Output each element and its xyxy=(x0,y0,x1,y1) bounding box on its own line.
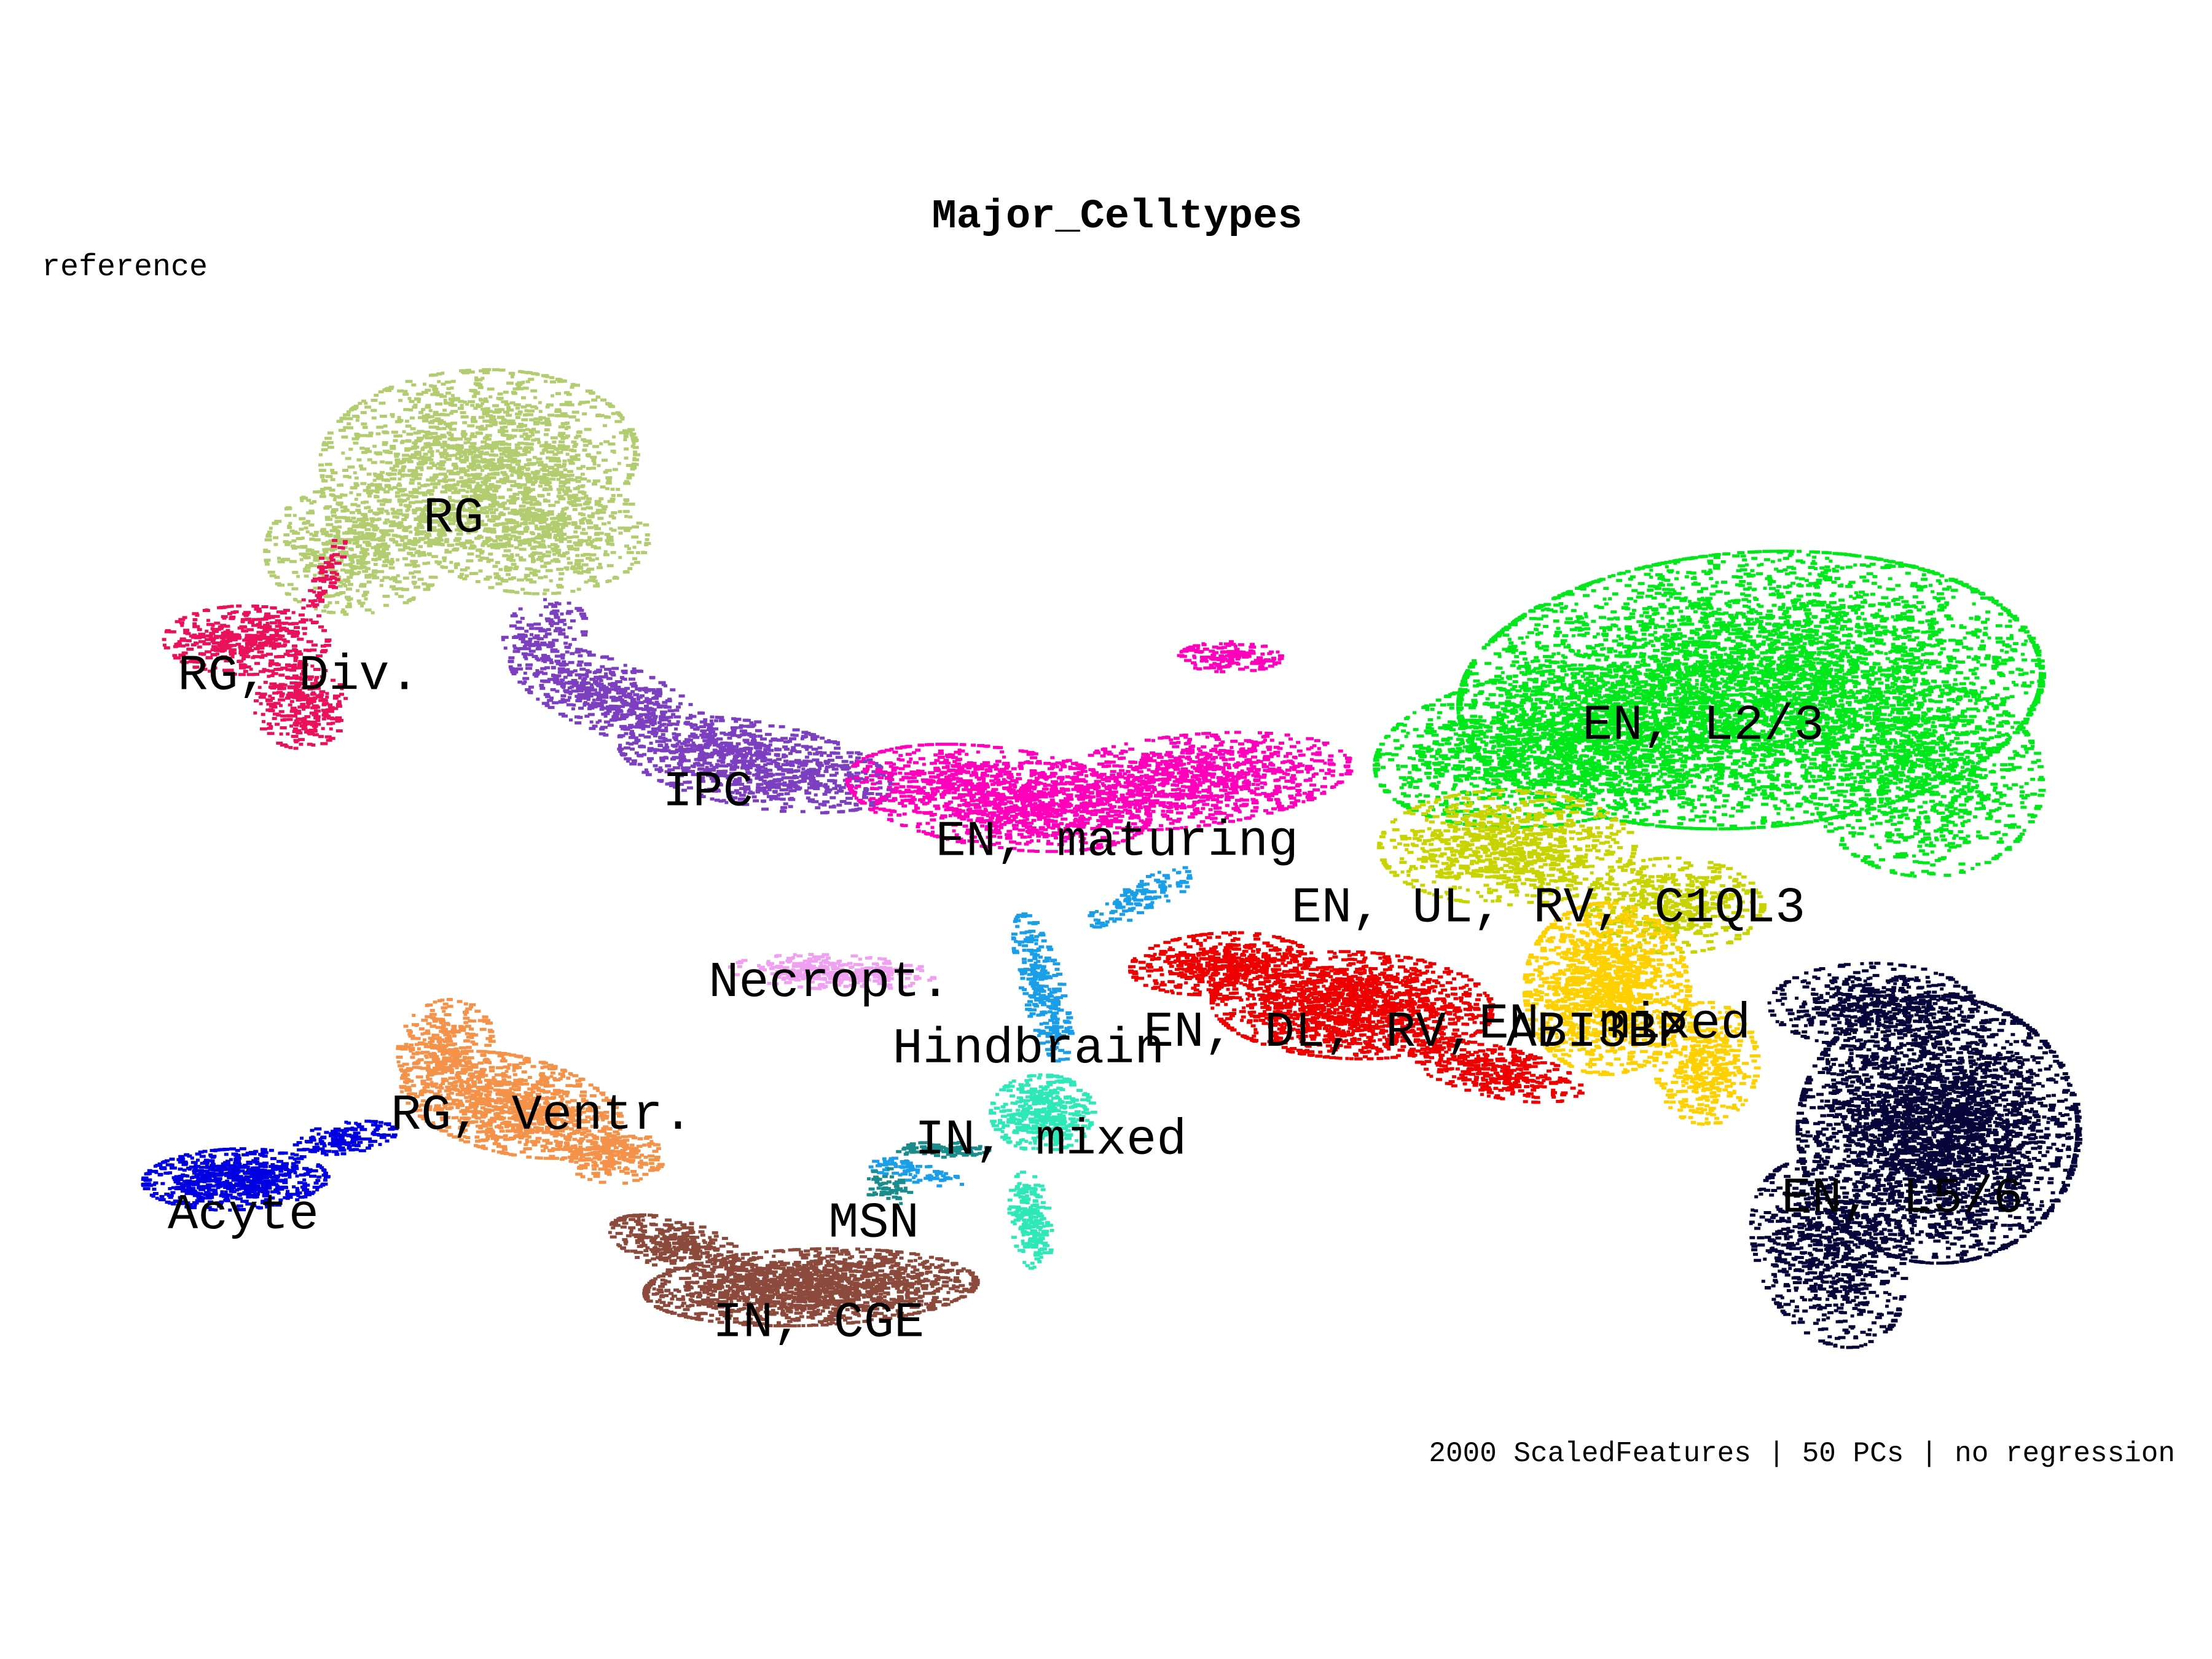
cluster-points-rg xyxy=(263,368,651,616)
cluster-label-necropt: Necropt. xyxy=(708,954,951,1011)
cluster-marks-en-dl-rv-abi3bp xyxy=(1128,931,1585,1104)
cluster-label-en-mixed: EN, mixed xyxy=(1479,996,1751,1053)
cluster-marks-en-maturing xyxy=(845,640,1354,853)
cluster-points-acyte xyxy=(141,1120,399,1212)
cluster-label-in-mixed: IN, mixed xyxy=(915,1112,1187,1169)
cluster-label-ipc: IPC xyxy=(662,764,753,821)
cluster-label-en-l2-3: EN, L2/3 xyxy=(1582,697,1824,755)
cluster-label-msn: MSN xyxy=(828,1195,919,1252)
cluster-marks-en-l2-3 xyxy=(1373,549,2046,878)
cluster-marks-necropt xyxy=(728,952,937,990)
cluster-marks-ipc xyxy=(501,598,895,815)
cluster-marks-in-cge xyxy=(608,1213,980,1328)
cluster-marks-msn xyxy=(866,1140,992,1206)
cluster-points-msn xyxy=(866,1140,992,1206)
cluster-points-ipc xyxy=(501,598,895,815)
cluster-points-en-maturing xyxy=(845,640,1354,853)
cluster-points-in-mixed xyxy=(989,1073,1097,1270)
cluster-label-acyte: Acyte xyxy=(168,1186,319,1244)
cluster-label-en-l5-6: EN, L5/6 xyxy=(1781,1170,2023,1227)
cluster-marks-en-mixed xyxy=(1522,901,1761,1126)
cluster-marks-rg-ventr xyxy=(396,998,665,1185)
labels-layer: RG RG, Div. IPC EN, maturing EN, L2/3 EN, UL,… xyxy=(168,490,2023,1352)
points-layer xyxy=(141,368,2083,1349)
cluster-label-in-cge: IN, CGE xyxy=(713,1295,924,1352)
cluster-points-hindbrain xyxy=(868,866,1193,1188)
plot-caption: 2000 ScaledFeatures | 50 PCs | no regres… xyxy=(1429,1438,2175,1470)
cluster-marks-in-mixed xyxy=(989,1073,1097,1270)
cluster-marks-en-l5-6 xyxy=(1749,962,2083,1349)
cluster-points-en-ul-rv-c1ql3 xyxy=(1377,788,1767,955)
plot-subtitle: reference xyxy=(42,250,208,285)
cluster-points-necropt xyxy=(728,952,937,990)
plot-title: Major_Celltypes xyxy=(931,194,1302,240)
cluster-points-rg-div xyxy=(162,539,348,750)
cluster-label-en-dl-rv-abi3bp: EN, DL, RV, ABI3BP xyxy=(1143,1004,1688,1061)
cluster-marks-en-ul-rv-c1ql3 xyxy=(1377,788,1767,955)
cluster-points-in-cge xyxy=(608,1213,980,1328)
cluster-label-rg-ventr: RG, Ventr. xyxy=(391,1087,693,1144)
cluster-label-en-maturing: EN, maturing xyxy=(936,814,1299,871)
cluster-marks-rg xyxy=(263,368,651,616)
cluster-label-rg-div: RG, Div. xyxy=(178,648,420,705)
cluster-label-rg: RG xyxy=(423,490,484,547)
cluster-points-rg-ventr xyxy=(396,998,665,1185)
cluster-points-en-dl-rv-abi3bp xyxy=(1128,931,1585,1104)
cluster-marks-acyte xyxy=(141,1120,399,1212)
cluster-label-hindbrain: Hindbrain xyxy=(893,1021,1165,1078)
cluster-label-en-ul-rv-c1ql3: EN, UL, RV, C1QL3 xyxy=(1292,880,1806,937)
cluster-marks-hindbrain xyxy=(868,866,1193,1188)
cluster-points-en-mixed xyxy=(1522,901,1761,1126)
cluster-points-en-l5-6 xyxy=(1749,962,2083,1349)
cluster-marks-rg-div xyxy=(162,539,348,750)
cluster-points-en-l2-3 xyxy=(1373,549,2046,878)
